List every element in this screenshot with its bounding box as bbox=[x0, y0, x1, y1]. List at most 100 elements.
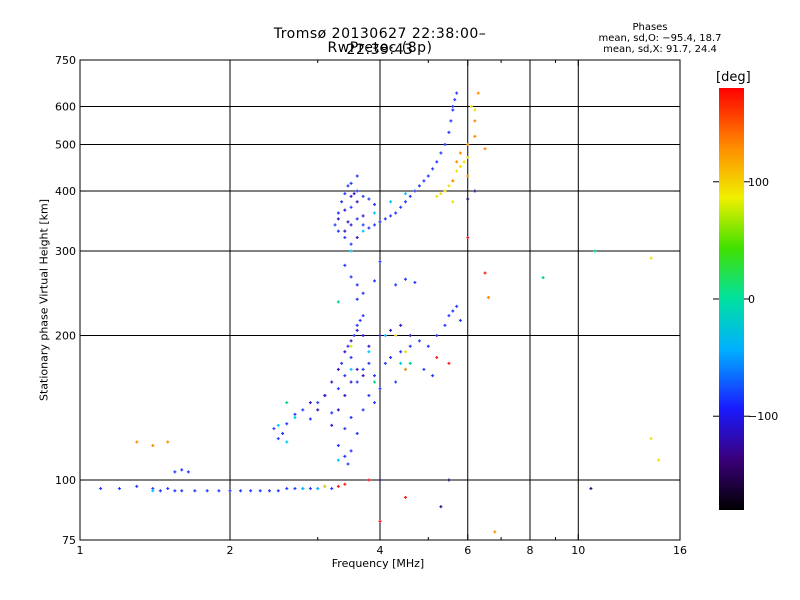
data-point bbox=[166, 440, 170, 444]
colorbar-tick-label: 100 bbox=[748, 176, 769, 189]
data-point bbox=[349, 367, 353, 371]
data-point bbox=[399, 350, 403, 354]
data-point bbox=[486, 296, 490, 300]
data-point bbox=[316, 487, 320, 491]
data-point bbox=[276, 423, 280, 427]
data-point bbox=[180, 468, 184, 472]
data-point bbox=[349, 344, 353, 348]
colorbar-tick-label: −100 bbox=[748, 410, 778, 423]
data-point bbox=[355, 174, 359, 178]
data-point bbox=[367, 350, 371, 354]
data-point bbox=[343, 454, 347, 458]
data-point bbox=[493, 530, 497, 534]
data-point bbox=[349, 181, 353, 185]
data-point bbox=[349, 249, 353, 253]
data-point bbox=[361, 367, 365, 371]
data-point bbox=[301, 487, 305, 491]
data-point bbox=[308, 417, 312, 421]
data-point bbox=[426, 344, 430, 348]
data-point bbox=[151, 489, 155, 493]
data-point bbox=[158, 489, 162, 493]
data-point bbox=[272, 427, 276, 431]
data-point bbox=[330, 380, 334, 384]
data-point bbox=[355, 283, 359, 287]
data-point bbox=[447, 184, 451, 188]
data-point bbox=[455, 304, 459, 308]
data-point bbox=[458, 164, 462, 168]
data-point bbox=[378, 478, 382, 482]
colorbar-unit: [deg] bbox=[716, 70, 751, 85]
data-point bbox=[383, 361, 387, 365]
x-tick-label: 6 bbox=[464, 544, 471, 557]
data-point bbox=[336, 300, 340, 304]
data-point bbox=[447, 130, 451, 134]
data-point bbox=[378, 334, 382, 338]
data-point bbox=[349, 449, 353, 453]
data-point bbox=[462, 160, 466, 164]
data-point bbox=[285, 422, 289, 426]
data-point bbox=[399, 323, 403, 327]
data-point bbox=[466, 197, 470, 201]
data-point bbox=[431, 167, 435, 171]
data-point bbox=[308, 401, 312, 405]
data-point bbox=[413, 280, 417, 284]
y-tick-label: 200 bbox=[55, 330, 76, 343]
data-point bbox=[399, 205, 403, 209]
data-point bbox=[349, 355, 353, 359]
y-axis-label: Stationary phase Virtual Height [km] bbox=[37, 198, 51, 402]
data-point bbox=[349, 339, 353, 343]
plot-grid bbox=[80, 60, 680, 540]
data-point bbox=[349, 194, 353, 198]
data-point bbox=[308, 487, 312, 491]
data-point bbox=[346, 462, 350, 466]
data-point bbox=[355, 328, 359, 332]
data-point bbox=[355, 297, 359, 301]
y-tick-label: 750 bbox=[55, 54, 76, 67]
data-point bbox=[228, 489, 232, 493]
data-point bbox=[413, 189, 417, 193]
data-point bbox=[99, 487, 103, 491]
data-point bbox=[343, 427, 347, 431]
data-point bbox=[267, 489, 271, 493]
data-point bbox=[293, 415, 297, 419]
data-point bbox=[323, 484, 327, 488]
data-point bbox=[343, 350, 347, 354]
data-point bbox=[439, 151, 443, 155]
data-point bbox=[293, 412, 297, 416]
data-point bbox=[340, 361, 344, 365]
data-point bbox=[373, 211, 377, 215]
data-point bbox=[469, 105, 473, 109]
data-point bbox=[276, 437, 280, 441]
data-point bbox=[389, 214, 393, 218]
data-point bbox=[249, 489, 253, 493]
data-point bbox=[352, 192, 356, 196]
data-point bbox=[378, 220, 382, 224]
data-point bbox=[447, 478, 451, 482]
data-point bbox=[422, 179, 426, 183]
data-point bbox=[394, 334, 398, 338]
data-point bbox=[361, 374, 365, 378]
x-axis-ticks: 1 2 4 6 8 10 16 bbox=[77, 60, 687, 557]
x-tick-label: 2 bbox=[227, 544, 234, 557]
data-point bbox=[186, 470, 190, 474]
data-point bbox=[451, 309, 455, 313]
data-point bbox=[151, 444, 155, 448]
data-point bbox=[466, 236, 470, 240]
data-point bbox=[367, 478, 371, 482]
data-point bbox=[473, 119, 477, 123]
data-point bbox=[473, 108, 477, 112]
data-point bbox=[285, 401, 289, 405]
data-point bbox=[373, 202, 377, 206]
colorbar-tick-label: 0 bbox=[748, 293, 755, 306]
data-point bbox=[336, 408, 340, 412]
data-point bbox=[417, 184, 421, 188]
data-point bbox=[443, 189, 447, 193]
data-point bbox=[443, 323, 447, 327]
data-point bbox=[205, 489, 209, 493]
data-point bbox=[336, 387, 340, 391]
data-point bbox=[455, 91, 459, 95]
data-point bbox=[346, 220, 350, 224]
data-point bbox=[473, 134, 477, 138]
data-point bbox=[166, 487, 170, 491]
data-point bbox=[361, 408, 365, 412]
